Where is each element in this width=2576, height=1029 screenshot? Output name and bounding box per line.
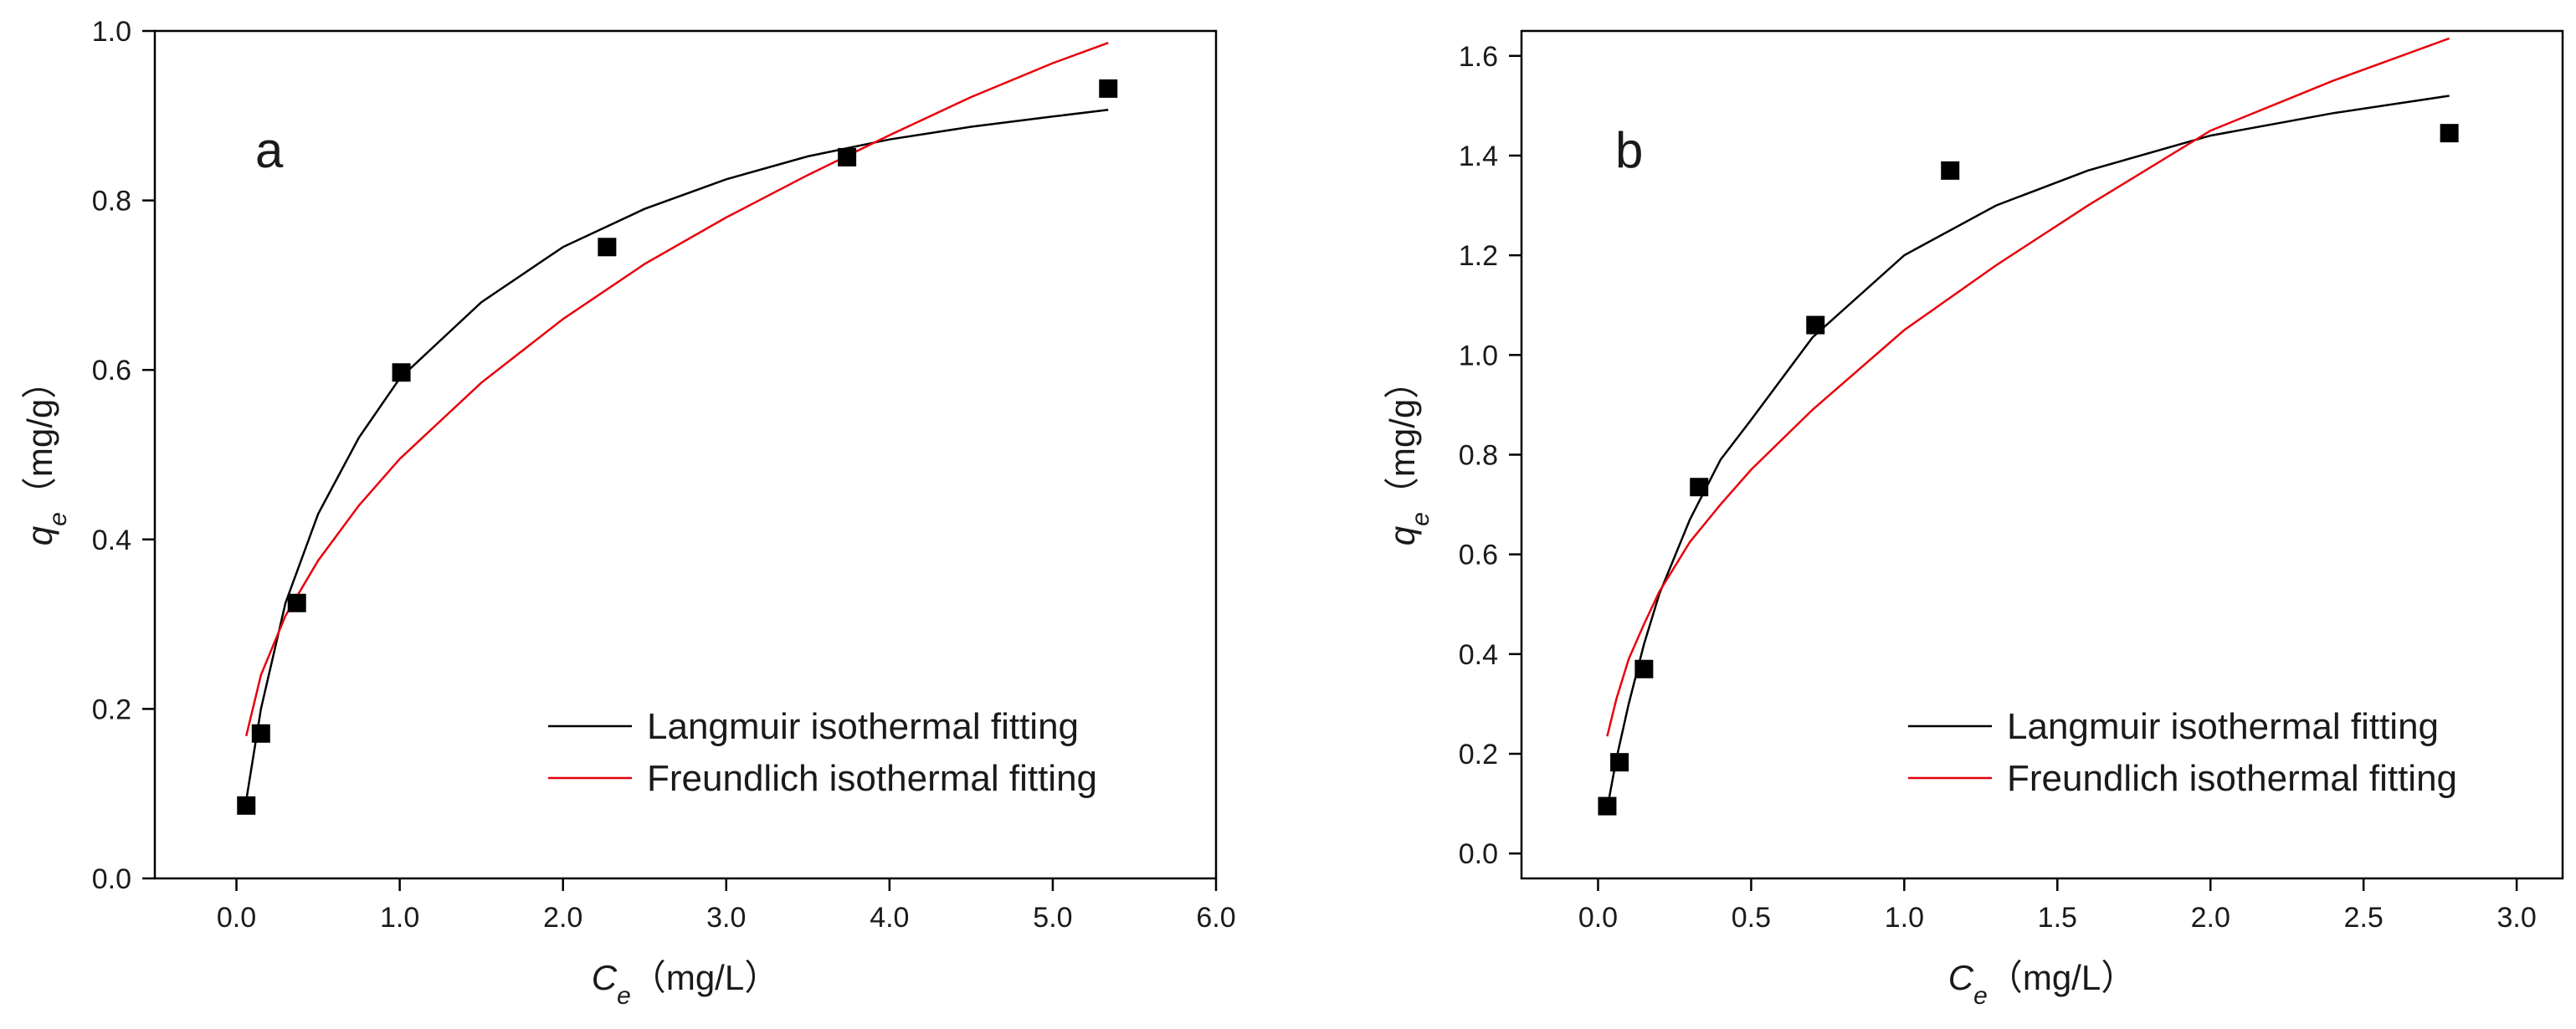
y-axis-unit: （mg/g）: [20, 364, 59, 512]
y-tick-label: 0.8: [92, 186, 131, 218]
langmuir-fit-line: [244, 108, 1109, 801]
x-tick-label: 3.0: [706, 902, 746, 934]
x-axis-ticks: 0.0 0.5 1.0 1.5 2.0 2.5 3.0: [1578, 878, 2537, 934]
y-tick-label: 0.0: [1459, 838, 1498, 870]
x-tick-label: 0.5: [1732, 902, 1771, 934]
x-axis-var: C: [1948, 958, 1974, 997]
panel-label: b: [1615, 122, 1643, 178]
x-tick-label: 1.5: [2038, 902, 2077, 934]
x-tick-label: 1.0: [380, 902, 419, 934]
legend: Langmuir isothermal fitting Freundlich i…: [548, 706, 1097, 799]
data-point: [598, 238, 617, 257]
panel-label: a: [255, 122, 284, 178]
plot-frame: [153, 29, 1218, 880]
x-tick-label: 2.0: [2191, 902, 2230, 934]
y-tick-label: 1.0: [1459, 340, 1498, 371]
y-tick-label: 1.6: [1459, 41, 1498, 73]
y-axis-ticks: 0.0 0.2 0.4 0.6 0.8 1.0: [92, 16, 155, 895]
fit-curves: [1606, 37, 2450, 809]
data-point: [1941, 161, 1960, 180]
chart-panel-b: 0.0 0.2 0.4 0.6 0.8 1.0 1.2 1.4 1.6 0.0 0.5 1.0 1.5…: [1383, 29, 2564, 1010]
data-point: [1806, 315, 1825, 335]
data-point: [1634, 659, 1654, 678]
x-axis-sub: e: [617, 982, 631, 1010]
x-tick-label: 3.0: [2496, 902, 2536, 934]
data-point: [251, 724, 270, 743]
y-tick-label: 0.2: [92, 694, 131, 725]
y-axis-ticks: 0.0 0.2 0.4 0.6 0.8 1.0 1.2 1.4 1.6: [1459, 41, 1521, 870]
data-point: [1598, 796, 1617, 816]
x-tick-label: 0.0: [1578, 902, 1618, 934]
data-point: [1690, 478, 1709, 497]
y-axis-sub: e: [1407, 512, 1434, 526]
y-tick-label: 0.6: [1459, 540, 1498, 571]
data-point: [287, 593, 306, 612]
data-point: [1099, 79, 1118, 98]
data-point: [237, 796, 256, 815]
x-axis-title: Ce（mg/L）: [1948, 958, 2136, 1010]
x-axis-unit: （mg/L）: [1988, 958, 2136, 997]
data-markers: [1598, 124, 2459, 816]
y-tick-label: 1.0: [92, 16, 131, 48]
legend-label-freundlich: Freundlich isothermal fitting: [647, 758, 1097, 799]
data-point: [1610, 753, 1629, 772]
x-axis-ticks: 0.0 1.0 2.0 3.0 4.0 5.0 6.0: [217, 878, 1236, 934]
data-point: [392, 363, 411, 382]
y-axis-var: q: [20, 525, 59, 545]
x-tick-label: 5.0: [1033, 902, 1072, 934]
y-axis-title: qe（mg/g）: [20, 364, 72, 545]
y-axis-title: qe（mg/g）: [1383, 364, 1434, 545]
y-axis-unit: （mg/g）: [1383, 364, 1422, 512]
x-axis-var: C: [592, 958, 618, 997]
data-markers: [237, 79, 1118, 815]
x-axis-unit: （mg/L）: [631, 958, 779, 997]
legend: Langmuir isothermal fitting Freundlich i…: [1908, 706, 2457, 799]
x-tick-label: 2.0: [543, 902, 582, 934]
x-tick-label: 0.0: [217, 902, 256, 934]
freundlich-fit-line: [1606, 37, 2450, 737]
legend-label-langmuir: Langmuir isothermal fitting: [2007, 706, 2439, 747]
data-point: [838, 147, 857, 166]
x-tick-label: 2.5: [2344, 902, 2384, 934]
legend-label-langmuir: Langmuir isothermal fitting: [647, 706, 1079, 747]
y-tick-label: 0.4: [92, 525, 131, 556]
y-tick-label: 0.4: [1459, 639, 1498, 671]
y-tick-label: 1.4: [1459, 141, 1498, 172]
data-point: [2440, 124, 2459, 143]
x-axis-title: Ce（mg/L）: [592, 958, 779, 1010]
y-tick-label: 0.0: [92, 863, 131, 895]
x-tick-label: 1.0: [1885, 902, 1924, 934]
langmuir-fit-line: [1606, 95, 2450, 809]
legend-label-freundlich: Freundlich isothermal fitting: [2007, 758, 2457, 799]
y-axis-var: q: [1383, 525, 1422, 545]
x-tick-label: 6.0: [1196, 902, 1235, 934]
x-tick-label: 4.0: [870, 902, 909, 934]
y-axis-sub: e: [44, 512, 72, 526]
y-tick-label: 1.2: [1459, 240, 1498, 272]
y-tick-label: 0.8: [1459, 440, 1498, 472]
chart-panel-a: 0.0 0.2 0.4 0.6 0.8 1.0 0.0 1.0 2.0 3.0 4.0 5.0 6.0…: [20, 16, 1236, 1010]
x-axis-sub: e: [1973, 982, 1988, 1010]
y-tick-label: 0.2: [1459, 739, 1498, 770]
y-tick-label: 0.6: [92, 355, 131, 387]
